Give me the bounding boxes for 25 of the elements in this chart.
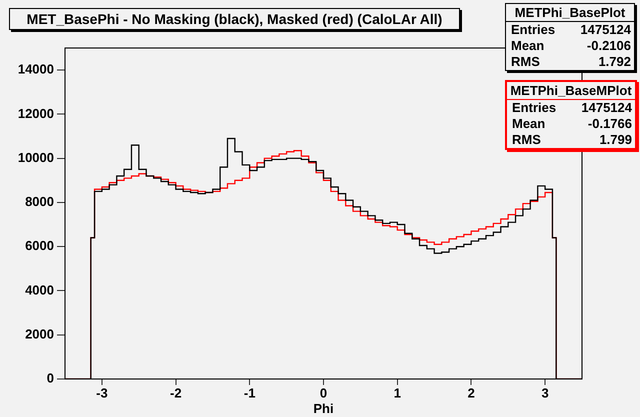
y-tick-label: 2000 [25, 326, 54, 342]
x-tick-label: -3 [96, 385, 108, 400]
x-axis-title: Phi [313, 400, 334, 416]
x-tick-label: 0 [320, 385, 328, 400]
y-tick-label: 0 [46, 370, 54, 386]
x-tick-label: 2 [468, 385, 475, 400]
x-tick-label: 1 [394, 385, 401, 400]
text: Entries 1475124 [511, 22, 631, 37]
y-tick-label: 14000 [18, 62, 54, 77]
text: Mean -0.2106 [511, 38, 631, 53]
text: Entries 1475124 [512, 100, 632, 115]
text: Mean -0.1766 [512, 116, 632, 131]
annotation: METPhi_BaseMPlot [507, 82, 635, 100]
chart-title: MET_BasePhi - No Masking (black), Masked (red) (CaloLAr All) [9, 8, 460, 30]
text: RMS 1.792 [511, 54, 631, 69]
y-tick-label: 10000 [18, 150, 54, 165]
text: METPhi_BasePlot [506, 4, 634, 22]
y-tick-label: 4000 [25, 282, 54, 298]
x-tick-label: 3 [541, 385, 549, 400]
x-tick-label: -1 [244, 385, 256, 400]
y-tick-label: 12000 [18, 106, 54, 121]
text: RMS 1.799 [512, 132, 632, 147]
y-tick-label: 8000 [25, 194, 54, 210]
x-tick-label: -2 [170, 385, 182, 400]
y-tick-label: 6000 [25, 238, 54, 254]
